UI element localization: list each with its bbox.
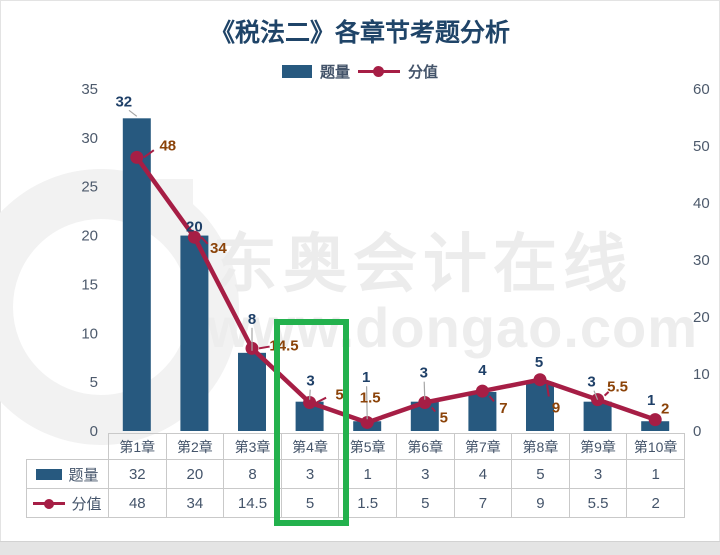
right-axis-tick: 50 (693, 138, 710, 155)
table-value-cell: 3 (395, 459, 455, 489)
bar (468, 391, 497, 431)
table-value-cell: 34 (165, 488, 225, 518)
series-name: 题量 (68, 466, 99, 484)
table-value-cell: 8 (223, 459, 282, 489)
series-name: 分值 (71, 495, 102, 513)
table-category-header: 第4章 (280, 433, 340, 460)
line-marker (360, 415, 374, 429)
table-category-header: 第1章 (108, 433, 167, 460)
line-label-leader (603, 391, 610, 397)
watermark-logo-notch (147, 179, 193, 225)
bar-series-key-icon (36, 468, 63, 480)
line-label-leader (431, 406, 437, 413)
bar (526, 382, 554, 431)
table-category-header: 第2章 (165, 433, 225, 460)
table-category-header: 第3章 (223, 433, 282, 460)
table-value-cell: 5.5 (568, 488, 628, 518)
left-axis-tick: 30 (81, 130, 98, 147)
line-marker (130, 150, 144, 164)
table-value-cell: 5 (511, 459, 570, 489)
chart-title: 《税法二》各章节考题分析 (209, 19, 510, 47)
table-series-label: 题量 (26, 459, 109, 489)
line-marker (418, 396, 432, 409)
line-label-leader (143, 149, 155, 159)
bar-value-label: 3 (420, 365, 428, 382)
table-value-cell: 3 (568, 459, 628, 489)
table-value-cell: 9 (511, 488, 570, 518)
right-axis-tick: 30 (693, 252, 710, 269)
table-category-header: 第6章 (395, 433, 455, 460)
line-value-label: 7 (499, 400, 507, 417)
table-value-cell: 14.5 (223, 488, 282, 518)
bar (238, 352, 266, 431)
table-category-row: 第1章 第2章 第3章 第4章 第5章 第6章 第7章 第8章 第9章 第10章 (27, 433, 685, 460)
line-label-leader (488, 395, 495, 402)
bar (583, 401, 612, 431)
right-axis-tick: 10 (693, 366, 710, 383)
line-label-leader (546, 384, 550, 397)
line-marker (591, 393, 605, 407)
table-value-cell: 5 (395, 488, 455, 518)
bar-value-label: 3 (587, 374, 595, 391)
bar (641, 421, 670, 431)
table-corner-cell (27, 434, 109, 460)
right-axis-tick: 0 (693, 423, 701, 436)
bar-label-leader (128, 109, 138, 117)
right-axis-tick: 60 (693, 81, 710, 98)
table-category-header: 第8章 (511, 433, 570, 460)
table-value-cell: 4 (453, 459, 513, 489)
bar-label-leader (593, 390, 599, 400)
bar (353, 421, 382, 431)
line-value-label: 5 (440, 410, 448, 427)
line-series-label: 分值 (408, 64, 439, 81)
watermark-brand-text: 东奥会计在线 (213, 228, 633, 300)
bottom-strip (0, 541, 720, 555)
table-value-cell: 5 (280, 488, 340, 518)
table-category-header: 第7章 (453, 433, 513, 460)
table-value-cell: 20 (165, 459, 225, 489)
watermark-logo-ring (0, 169, 239, 445)
bar-label-leader (423, 381, 426, 400)
bar-value-label: 1 (362, 369, 370, 386)
table-value-cell: 2 (626, 488, 685, 518)
bar-value-label: 32 (115, 93, 132, 110)
table-series-label: 分值 (26, 488, 109, 518)
table-value-cell: 32 (108, 459, 167, 489)
chart-legend: 题量 分值 (1, 61, 719, 82)
table-value-cell: 1 (626, 459, 685, 489)
table-row: 分值 48 34 14.5 5 1.5 5 7 9 5.5 2 (26, 488, 685, 518)
line-value-label: 48 (159, 137, 176, 154)
table-value-cell: 48 (108, 488, 167, 518)
highlight-rectangle (274, 319, 349, 526)
line-series-key-icon (33, 498, 66, 509)
line-value-label: 5.5 (607, 379, 628, 396)
line-marker (475, 384, 489, 398)
left-axis-tick: 35 (81, 81, 98, 98)
chart-data-table: 第1章 第2章 第3章 第4章 第5章 第6章 第7章 第8章 第9章 第10章 题量 32 20 8 3 1… (26, 433, 685, 518)
bar-series-swatch-icon (281, 65, 312, 78)
line-series-swatch-icon (358, 65, 400, 78)
bar-value-label: 1 (647, 392, 655, 409)
table-category-header: 第9章 (568, 433, 628, 460)
right-axis-tick: 40 (693, 195, 710, 212)
table-category-header: 第10章 (626, 433, 685, 460)
line-value-label: 1.5 (360, 389, 381, 406)
line-marker (648, 413, 662, 427)
line-value-label: 9 (552, 400, 560, 417)
bar (410, 401, 439, 431)
bar-series-label: 题量 (319, 64, 350, 81)
bar-label-leader (366, 386, 368, 420)
line-value-label: 2 (661, 401, 669, 418)
line-marker (533, 373, 547, 387)
bar-value-label: 4 (478, 362, 487, 379)
table-value-cell: 7 (453, 488, 513, 518)
table-row: 题量 32 20 8 3 1 3 4 5 3 1 (26, 459, 685, 489)
